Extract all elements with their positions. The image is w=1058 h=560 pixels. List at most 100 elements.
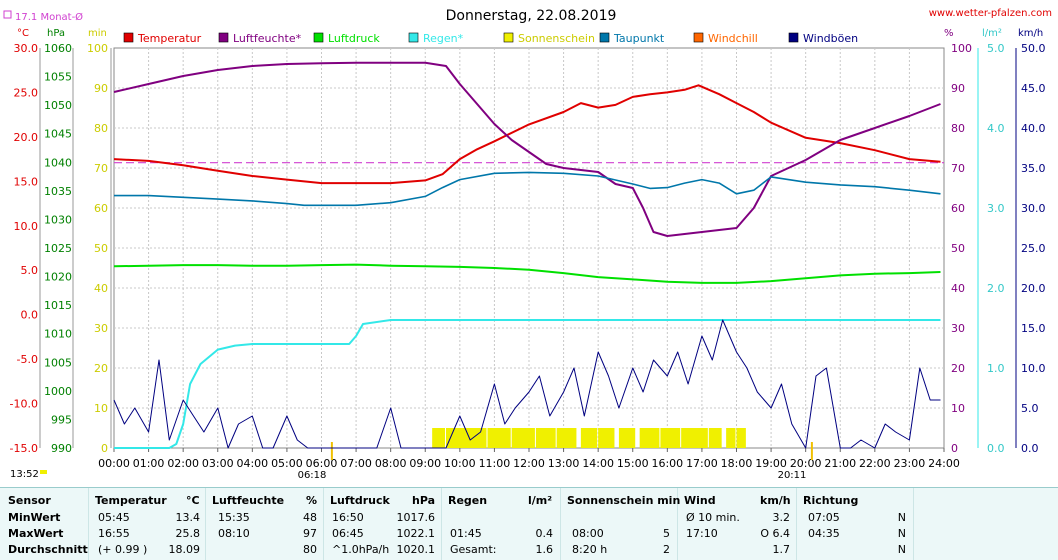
sun-indicator-icon xyxy=(40,470,47,474)
wind-tick-label: 15.0 xyxy=(1021,322,1046,335)
temp-unit-label: °C xyxy=(17,28,29,39)
humidity-tick-label: 30 xyxy=(951,322,965,335)
sunshine-bar xyxy=(681,428,708,448)
weather-chart: Donnerstag, 22.08.2019 www.wetter-pfalze… xyxy=(3,8,1052,481)
legend-label: Taupunkt xyxy=(613,32,665,45)
wind-tick-label: 25.0 xyxy=(1021,242,1046,255)
x-tick-label: 12:00 xyxy=(513,457,545,470)
legend-label: Windböen xyxy=(803,32,858,45)
rain-tick-label: 5.0 xyxy=(987,42,1005,55)
wind-unit-label: km/h xyxy=(1018,28,1043,39)
stats-d-val: N xyxy=(897,527,906,540)
stats-header-rain: Regen xyxy=(448,494,488,507)
sun-tick-label: 60 xyxy=(94,202,108,215)
sunshine-bar xyxy=(618,428,636,448)
stats-d-val: N xyxy=(897,543,906,556)
stats-d-time: 07:05 xyxy=(808,511,840,524)
stats-r-time: 01:45 xyxy=(450,527,482,540)
stats-t-val: 25.8 xyxy=(175,527,201,540)
wind-tick-label: 10.0 xyxy=(1021,362,1046,375)
rain-tick-label: 0.0 xyxy=(987,442,1005,455)
pressure-tick-label: 1010 xyxy=(44,328,72,341)
stats-t-time: 16:55 xyxy=(98,527,130,540)
legend-swatch xyxy=(408,32,419,43)
stats-w-val: O 6.4 xyxy=(760,527,790,540)
chart-legend: Temperatur Luftfeuchte* Luftdruck Regen* Son… xyxy=(123,32,858,45)
sunset-time: 20:11 xyxy=(778,470,807,481)
x-tick-label: 08:00 xyxy=(375,457,407,470)
temp-tick-label: -5.0 xyxy=(17,353,38,366)
sun-unit-label: min xyxy=(88,28,107,39)
sun-tick-label: 70 xyxy=(94,162,108,175)
stats-s-time: 8:20 h xyxy=(572,543,608,556)
timestamp: 13:52 xyxy=(10,469,39,480)
x-tick-label: 14:00 xyxy=(582,457,614,470)
sun-tick-label: 40 xyxy=(94,282,108,295)
humidity-tick-label: 10 xyxy=(951,402,965,415)
series-luftfeuchte xyxy=(113,61,941,237)
humidity-tick-label: 70 xyxy=(951,162,965,175)
stats-r-val: 0.4 xyxy=(535,527,554,540)
sunshine-bar xyxy=(660,428,681,448)
humidity-tick-label: 80 xyxy=(951,122,965,135)
legend-swatch xyxy=(693,32,704,43)
sunshine-bar xyxy=(639,428,660,448)
legend-swatch xyxy=(599,32,610,43)
x-tick-label: 16:00 xyxy=(651,457,683,470)
pressure-tick-label: 990 xyxy=(51,442,72,455)
sun-tick-label: 50 xyxy=(94,242,108,255)
x-tick-label: 05:00 xyxy=(271,457,303,470)
legend-label: Temperatur xyxy=(137,32,202,45)
pressure-tick-label: 1015 xyxy=(44,299,72,312)
wind-tick-label: 50.0 xyxy=(1021,42,1046,55)
x-tick-label: 06:00 xyxy=(306,457,338,470)
x-tick-label: 07:00 xyxy=(340,457,372,470)
x-tick-label: 00:00 xyxy=(98,457,130,470)
stats-header-temp-unit: °C xyxy=(186,494,200,507)
humidity-tick-label: 0 xyxy=(951,442,958,455)
pressure-tick-label: 1060 xyxy=(44,42,72,55)
rain-unit-label: l/m² xyxy=(982,28,1002,39)
stats-t-val: 18.09 xyxy=(168,543,201,556)
humidity-tick-label: 60 xyxy=(951,202,965,215)
sun-tick-label: 100 xyxy=(87,42,108,55)
series-taupunkt xyxy=(114,171,941,207)
stats-p-val: 1022.1 xyxy=(396,527,436,540)
stats-header-humidity: Luftfeuchte xyxy=(212,494,285,507)
wind-tick-label: 45.0 xyxy=(1021,82,1046,95)
pressure-tick-label: 1000 xyxy=(44,385,72,398)
stats-h-val: 48 xyxy=(303,511,317,524)
temp-tick-label: 30.0 xyxy=(14,42,39,55)
humidity-tick-label: 50 xyxy=(951,242,965,255)
pressure-tick-label: 995 xyxy=(51,413,72,426)
legend-label: Sonnenschein xyxy=(518,32,595,45)
legend-swatch xyxy=(218,32,229,43)
website-link[interactable]: www.wetter-pfalzen.com xyxy=(929,8,1052,19)
humidity-tick-label: 100 xyxy=(951,42,972,55)
x-tick-label: 23:00 xyxy=(894,457,926,470)
rain-tick-label: 2.0 xyxy=(987,282,1005,295)
series-windböen xyxy=(113,319,941,449)
series-luftdruck xyxy=(113,263,941,284)
x-tick-label: 03:00 xyxy=(202,457,234,470)
humidity-tick-label: 20 xyxy=(951,362,965,375)
pressure-tick-label: 1005 xyxy=(44,356,72,369)
wind-tick-label: 30.0 xyxy=(1021,202,1046,215)
pressure-unit-label: hPa xyxy=(47,28,65,39)
temp-tick-label: -15.0 xyxy=(10,442,38,455)
sunshine-bar xyxy=(708,428,722,448)
sunshine-bar xyxy=(487,428,511,448)
stats-p-val: 1020.1 xyxy=(396,543,436,556)
rain-tick-label: 1.0 xyxy=(987,362,1005,375)
sun-tick-label: 20 xyxy=(94,362,108,375)
sunshine-bar xyxy=(580,428,598,448)
plot-area xyxy=(113,48,944,449)
pressure-tick-label: 1030 xyxy=(44,213,72,226)
temp-tick-label: 15.0 xyxy=(14,175,39,188)
sun-tick-label: 30 xyxy=(94,322,108,335)
x-tick-label: 17:00 xyxy=(686,457,718,470)
x-tick-label: 13:00 xyxy=(548,457,580,470)
x-tick-label: 15:00 xyxy=(617,457,649,470)
rain-tick-label: 3.0 xyxy=(987,202,1005,215)
temp-tick-label: 20.0 xyxy=(14,131,39,144)
